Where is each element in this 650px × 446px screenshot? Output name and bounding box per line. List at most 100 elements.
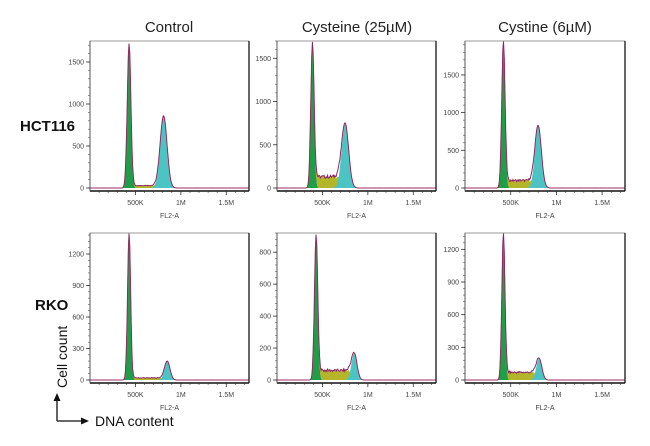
- x-tick-label: 500K: [127, 200, 144, 207]
- y-tick-label: 1200: [68, 252, 84, 259]
- histogram-panel-hct116-2: 0 500 1000 1500 500K 1M 1.5M FL2-A: [443, 40, 626, 220]
- x-tick-label: 500K: [314, 392, 331, 399]
- model-fit-line: [90, 43, 249, 189]
- x-axis-label: FL2-A: [535, 213, 554, 220]
- axis-legend: Cell count DNA content: [53, 326, 174, 429]
- row-label-rko: RKO: [35, 297, 69, 314]
- plot-frame: [89, 232, 250, 384]
- x-legend-label: DNA content: [95, 413, 174, 429]
- y-tick-label: 1000: [443, 110, 459, 117]
- y-tick-label: 300: [72, 346, 84, 353]
- plot-frame: [464, 40, 626, 192]
- x-tick-label: 1M: [176, 392, 186, 399]
- histogram-outline: [90, 233, 249, 381]
- y-tick-label: 0: [455, 378, 459, 385]
- y-tick-label: 500: [72, 144, 84, 151]
- g1-peak-area: [465, 41, 625, 188]
- x-tick-label: 1M: [363, 200, 373, 207]
- y-tick-label: 900: [447, 280, 459, 287]
- x-tick-label: 500K: [503, 200, 520, 207]
- x-arrow-head-icon: [81, 417, 89, 425]
- s-phase-area: [465, 41, 625, 189]
- y-arrow-head-icon: [53, 393, 61, 401]
- x-tick-label: 1M: [363, 392, 373, 399]
- y-tick-label: 1000: [68, 102, 84, 109]
- y-tick-label: 0: [267, 186, 271, 193]
- y-tick-label: 1500: [255, 56, 271, 63]
- x-axis-label: FL2-A: [160, 405, 179, 412]
- g1-peak-area: [465, 233, 625, 380]
- y-tick-label: 400: [259, 314, 271, 321]
- model-fit-line: [465, 233, 625, 381]
- y-tick-label: 1000: [255, 99, 271, 106]
- row-label-hct116: HCT116: [20, 118, 75, 135]
- x-tick-label: 500K: [127, 392, 144, 399]
- x-tick-label: 1.5M: [219, 200, 235, 207]
- y-tick-label: 600: [72, 315, 84, 322]
- histogram-panel-rko-3: 0 300 600 900 1200 500K 1M 1.5M FL2-A: [68, 232, 250, 412]
- column-title-cystine: Cystine (6µM): [498, 19, 592, 36]
- column-title-cysteine: Cysteine (25µM): [302, 19, 412, 36]
- y-tick-label: 300: [447, 345, 459, 352]
- y-legend-label: Cell count: [54, 326, 70, 388]
- y-tick-label: 500: [447, 148, 459, 155]
- g1-peak-area: [90, 43, 249, 188]
- x-tick-label: 1.5M: [219, 392, 235, 399]
- x-tick-label: 1.5M: [406, 200, 422, 207]
- y-tick-label: 500: [259, 142, 271, 149]
- x-tick-label: 1.5M: [594, 200, 610, 207]
- histogram-panel-hct116-1: 0 500 1000 1500 500K 1M 1.5M FL2-A: [255, 40, 437, 220]
- y-tick-label: 0: [267, 378, 271, 385]
- y-tick-label: 600: [259, 282, 271, 289]
- y-tick-label: 600: [447, 312, 459, 319]
- g2m-peak-area: [90, 361, 249, 380]
- x-tick-label: 1.5M: [406, 392, 422, 399]
- y-tick-label: 0: [80, 378, 84, 385]
- s-phase-area: [465, 233, 625, 380]
- x-tick-label: 1.5M: [594, 392, 610, 399]
- histogram-outline: [465, 233, 625, 381]
- s-phase-area: [90, 233, 249, 380]
- y-tick-label: 900: [72, 283, 84, 290]
- histogram-outline: [277, 41, 436, 189]
- x-axis-label: FL2-A: [535, 405, 554, 412]
- histogram-outline: [277, 234, 436, 381]
- g2m-peak-area: [465, 125, 625, 188]
- model-fit-line: [277, 234, 436, 381]
- y-tick-label: 0: [455, 186, 459, 193]
- y-tick-label: 1500: [68, 60, 84, 67]
- y-tick-label: 800: [259, 250, 271, 257]
- histogram-panel-rko-5: 0 300 600 900 1200 500K 1M 1.5M FL2-A: [443, 232, 626, 412]
- x-tick-label: 1M: [552, 200, 562, 207]
- x-tick-label: 500K: [314, 200, 331, 207]
- histogram-outline: [90, 43, 249, 189]
- g1-peak-area: [90, 233, 249, 380]
- x-tick-label: 1M: [176, 200, 186, 207]
- x-axis-label: FL2-A: [160, 213, 179, 220]
- g2m-peak-area: [277, 352, 436, 380]
- x-tick-label: 500K: [503, 392, 520, 399]
- model-fit-line: [277, 41, 436, 189]
- plot-frame: [276, 40, 437, 192]
- model-fit-line: [90, 233, 249, 381]
- histogram-panel-hct116-0: 0 500 1000 1500 500K 1M 1.5M FL2-A: [68, 40, 250, 220]
- column-title-control: Control: [145, 19, 193, 36]
- g1-peak-area: [277, 41, 436, 189]
- y-tick-label: 0: [80, 186, 84, 193]
- y-tick-label: 1500: [443, 72, 459, 79]
- g2m-peak-area: [90, 115, 249, 188]
- plot-frame: [464, 232, 626, 384]
- histogram-panel-rko-4: 0 200 400 600 800 500K 1M 1.5M FL2-A: [259, 232, 437, 412]
- histogram-outline: [465, 41, 625, 189]
- model-fit-line: [465, 41, 625, 189]
- x-tick-label: 1M: [552, 392, 562, 399]
- g1-peak-area: [277, 234, 436, 380]
- s-phase-area: [90, 43, 249, 188]
- y-tick-label: 1200: [443, 247, 459, 254]
- s-phase-area: [277, 41, 436, 189]
- x-axis-label: FL2-A: [347, 213, 366, 220]
- g2m-peak-area: [277, 123, 436, 188]
- x-axis-label: FL2-A: [347, 405, 366, 412]
- y-tick-label: 200: [259, 346, 271, 353]
